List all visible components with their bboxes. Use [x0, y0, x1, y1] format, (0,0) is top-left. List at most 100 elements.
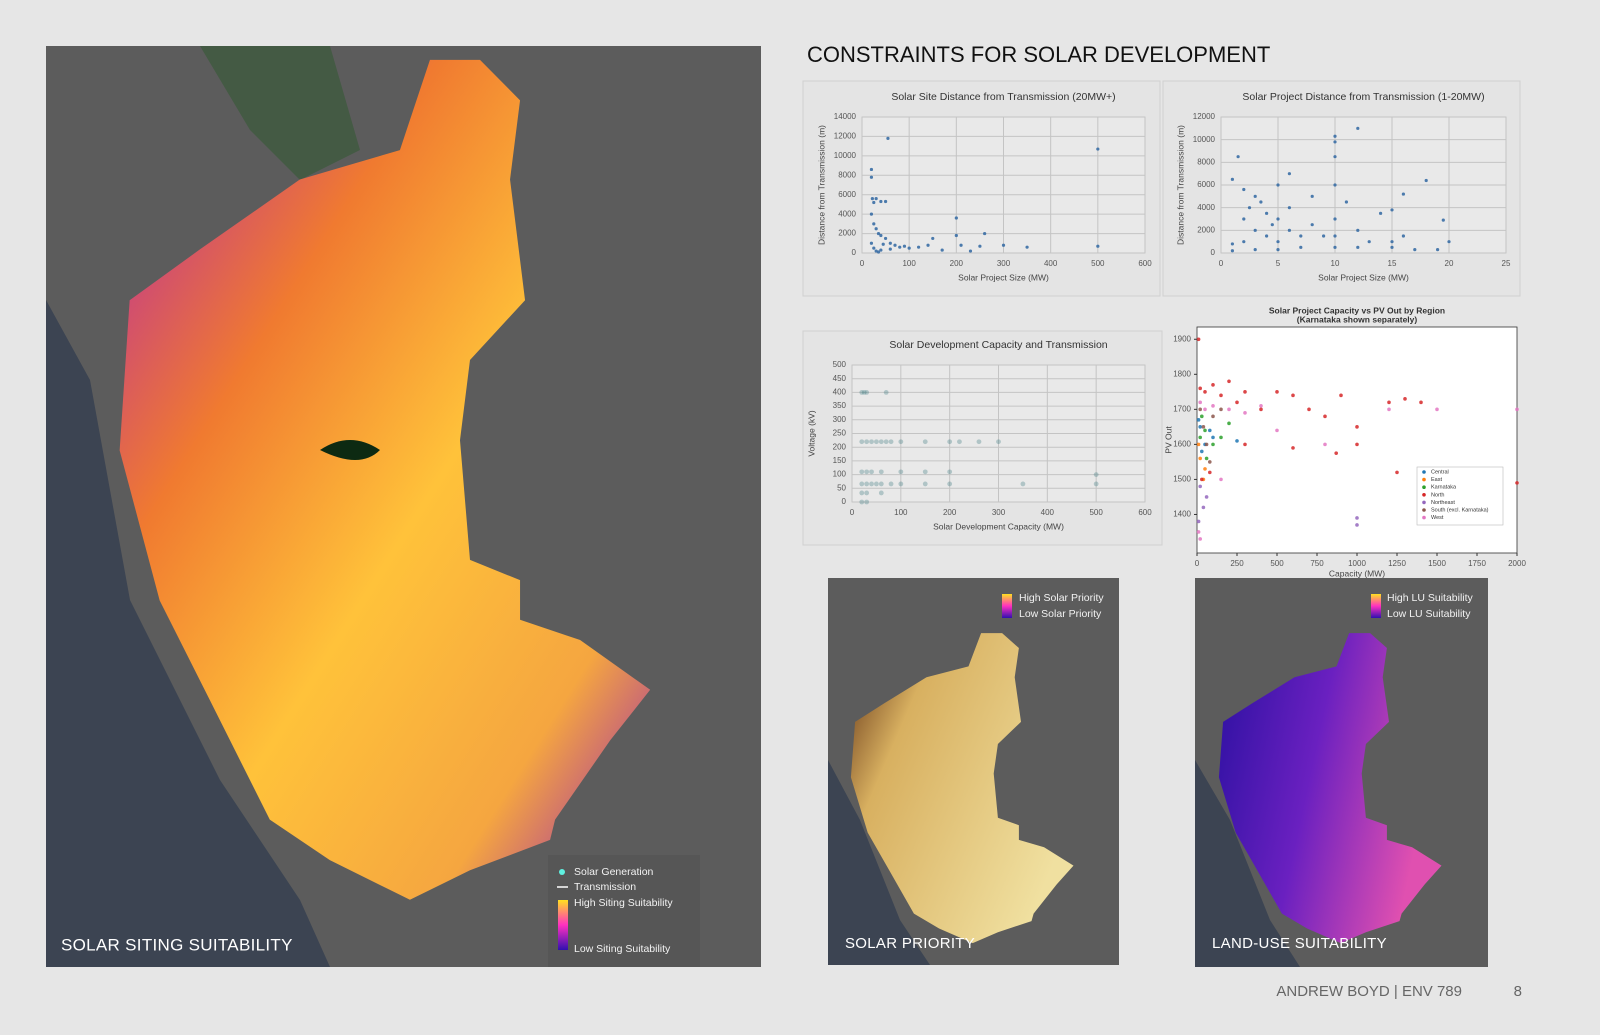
data-point — [1322, 234, 1326, 238]
data-point — [898, 481, 904, 487]
x-tick-label: 1250 — [1388, 559, 1406, 568]
legend-label: Karnataka — [1431, 485, 1457, 491]
y-axis-label: Voltage (kV) — [806, 410, 816, 456]
x-tick-label: 400 — [1044, 259, 1058, 268]
x-axis-label: Solar Development Capacity (MW) — [933, 521, 1064, 531]
legend-label: South (excl. Karnataka) — [1431, 507, 1489, 513]
y-tick-label: 250 — [833, 429, 847, 438]
x-tick-label: 300 — [992, 508, 1006, 517]
data-point — [1356, 245, 1360, 249]
data-point — [1379, 211, 1383, 215]
data-point — [872, 222, 876, 226]
y-tick-label: 500 — [833, 360, 847, 369]
data-point — [888, 439, 894, 445]
chart-title: Solar Site Distance from Transmission (2… — [891, 91, 1115, 103]
data-point — [976, 439, 982, 445]
sea — [46, 300, 330, 967]
y-tick-label: 0 — [842, 497, 847, 506]
data-point — [1403, 397, 1407, 401]
y-tick-label: 450 — [833, 374, 847, 383]
data-point — [1333, 140, 1337, 144]
data-point — [1287, 206, 1291, 210]
data-point — [883, 390, 889, 395]
data-point — [1276, 248, 1280, 252]
data-point — [1299, 245, 1303, 249]
y-tick-label: 400 — [833, 388, 847, 397]
data-point — [859, 490, 865, 496]
legend-marker — [1422, 493, 1426, 497]
data-point — [1219, 393, 1223, 398]
data-point — [879, 233, 883, 238]
data-point — [1096, 244, 1100, 248]
data-point — [1323, 414, 1327, 419]
footer-author: ANDREW BOYD | ENV 789 — [1276, 983, 1462, 1000]
page-title: CONSTRAINTS FOR SOLAR DEVELOPMENT — [807, 42, 1270, 67]
data-point — [1435, 407, 1439, 412]
data-point — [1196, 418, 1201, 422]
data-point — [1333, 155, 1337, 159]
y-tick-label: 0 — [1211, 248, 1216, 257]
data-point — [954, 216, 958, 220]
data-point — [1275, 428, 1279, 433]
reservoir — [320, 440, 380, 460]
data-point — [947, 469, 953, 475]
y-tick-label: 1700 — [1173, 404, 1191, 413]
y-tick-label: 1500 — [1173, 475, 1191, 484]
data-point — [1310, 194, 1314, 198]
data-point — [1276, 217, 1280, 221]
data-point — [869, 469, 874, 475]
data-point — [1515, 481, 1519, 485]
x-tick-label: 250 — [1230, 559, 1244, 568]
x-tick-label: 100 — [894, 508, 908, 517]
data-point — [859, 469, 865, 475]
legend-gradient — [1371, 594, 1381, 618]
data-point — [869, 167, 874, 172]
data-point — [1093, 481, 1099, 487]
data-point — [1291, 446, 1295, 450]
data-point — [886, 136, 890, 140]
data-point — [1001, 243, 1006, 247]
data-point — [1356, 228, 1360, 232]
y-tick-label: 2000 — [1197, 225, 1215, 234]
x-tick-label: 15 — [1388, 259, 1397, 268]
data-point — [1395, 470, 1399, 475]
legend-marker — [1422, 515, 1426, 520]
data-point — [1020, 481, 1026, 487]
data-point — [1242, 187, 1246, 192]
data-point — [878, 469, 884, 475]
data-point — [1253, 248, 1257, 252]
legend-marker — [1422, 477, 1426, 482]
y-tick-label: 12000 — [834, 132, 857, 141]
data-point — [874, 439, 879, 445]
data-point — [940, 248, 944, 252]
data-point — [888, 247, 892, 251]
data-point — [1387, 407, 1391, 412]
y-tick-label: 100 — [833, 470, 847, 479]
map-label: LAND-USE SUITABILITY — [1212, 935, 1387, 952]
y-tick-label: 6000 — [1197, 180, 1215, 189]
data-point — [876, 231, 881, 236]
data-point — [1198, 400, 1202, 405]
data-point — [893, 243, 897, 247]
data-point — [883, 199, 888, 204]
data-point — [1201, 425, 1206, 429]
legend-label: West — [1431, 515, 1444, 521]
data-point — [968, 249, 973, 253]
x-tick-label: 300 — [997, 259, 1011, 268]
data-point — [1196, 519, 1201, 524]
y-tick-label: 1900 — [1173, 334, 1191, 343]
data-point — [1198, 386, 1202, 391]
data-point — [1247, 206, 1252, 210]
data-point — [1208, 470, 1212, 475]
data-point — [922, 439, 928, 445]
data-point — [957, 439, 962, 445]
data-point — [1227, 421, 1231, 426]
data-point — [1203, 428, 1207, 433]
data-point — [1096, 147, 1100, 151]
data-point — [978, 244, 982, 248]
x-tick-label: 0 — [860, 259, 865, 268]
y-tick-label: 150 — [833, 456, 847, 465]
data-point — [1413, 248, 1417, 252]
data-point — [926, 243, 930, 247]
